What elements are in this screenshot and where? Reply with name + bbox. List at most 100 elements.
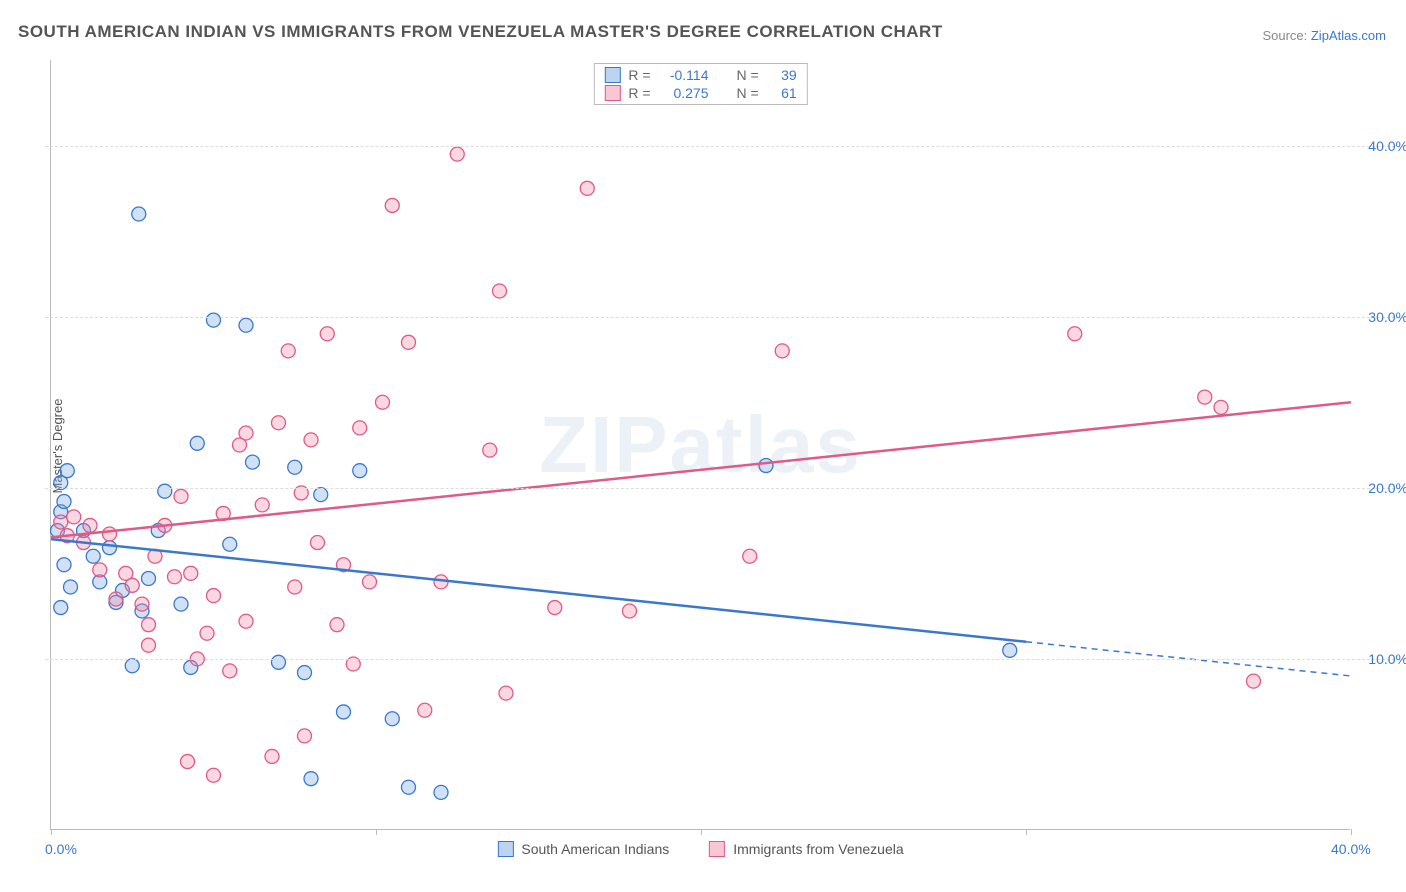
data-point	[57, 558, 71, 572]
legend-swatch	[497, 841, 513, 857]
gridline	[45, 317, 1406, 318]
x-axis-min-label: 0.0%	[45, 841, 77, 857]
data-point	[314, 488, 328, 502]
n-value: 61	[767, 85, 797, 101]
gridline	[45, 146, 1406, 147]
data-point	[239, 614, 253, 628]
data-point	[239, 426, 253, 440]
data-point	[363, 575, 377, 589]
chart-container: SOUTH AMERICAN INDIAN VS IMMIGRANTS FROM…	[0, 0, 1406, 892]
data-point	[174, 489, 188, 503]
x-tick	[1026, 829, 1027, 835]
data-point	[548, 601, 562, 615]
data-point	[330, 618, 344, 632]
gridline	[45, 659, 1406, 660]
data-point	[272, 416, 286, 430]
data-point	[54, 601, 68, 615]
source-link[interactable]: ZipAtlas.com	[1311, 28, 1386, 43]
n-label: N =	[737, 85, 759, 101]
data-point	[103, 541, 117, 555]
bottom-legend: South American Indians Immigrants from Ve…	[497, 841, 903, 857]
legend-item: Immigrants from Venezuela	[709, 841, 903, 857]
data-point	[181, 755, 195, 769]
data-point	[1198, 390, 1212, 404]
data-point	[376, 395, 390, 409]
data-point	[1214, 400, 1228, 414]
data-point	[450, 147, 464, 161]
plot-area: ZIPatlas R =-0.114N =39R =0.275N =61 Sou…	[50, 60, 1350, 830]
source-prefix: Source:	[1262, 28, 1310, 43]
stats-row: R =0.275N =61	[594, 84, 806, 102]
r-label: R =	[628, 85, 650, 101]
plot-svg	[51, 60, 1350, 829]
data-point	[304, 772, 318, 786]
data-point	[353, 421, 367, 435]
data-point	[67, 510, 81, 524]
data-point	[168, 570, 182, 584]
data-point	[288, 580, 302, 594]
y-tick-label: 10.0%	[1368, 651, 1406, 667]
x-tick	[1351, 829, 1352, 835]
legend-label: Immigrants from Venezuela	[733, 841, 903, 857]
data-point	[434, 785, 448, 799]
data-point	[353, 464, 367, 478]
data-point	[320, 327, 334, 341]
r-value: -0.114	[659, 67, 709, 83]
data-point	[580, 181, 594, 195]
data-point	[83, 518, 97, 532]
legend-item: South American Indians	[497, 841, 669, 857]
data-point	[135, 597, 149, 611]
data-point	[402, 335, 416, 349]
x-axis-max-label: 40.0%	[1331, 841, 1371, 857]
data-point	[93, 563, 107, 577]
data-point	[223, 664, 237, 678]
data-point	[132, 207, 146, 221]
data-point	[54, 515, 68, 529]
data-point	[60, 464, 74, 478]
data-point	[255, 498, 269, 512]
data-point	[125, 578, 139, 592]
data-point	[298, 666, 312, 680]
data-point	[207, 768, 221, 782]
legend-swatch	[604, 85, 620, 101]
data-point	[142, 618, 156, 632]
n-value: 39	[767, 67, 797, 83]
data-point	[385, 712, 399, 726]
data-point	[184, 566, 198, 580]
data-point	[109, 592, 123, 606]
data-point	[281, 344, 295, 358]
data-point	[158, 484, 172, 498]
trend-line	[51, 539, 1026, 642]
data-point	[623, 604, 637, 618]
stats-row: R =-0.114N =39	[594, 66, 806, 84]
gridline	[45, 488, 1406, 489]
legend-swatch	[604, 67, 620, 83]
data-point	[743, 549, 757, 563]
data-point	[142, 571, 156, 585]
chart-title: SOUTH AMERICAN INDIAN VS IMMIGRANTS FROM…	[18, 22, 943, 42]
x-tick	[376, 829, 377, 835]
source-label: Source: ZipAtlas.com	[1262, 28, 1386, 43]
data-point	[493, 284, 507, 298]
trend-line	[51, 402, 1351, 537]
y-tick-label: 40.0%	[1368, 138, 1406, 154]
data-point	[125, 659, 139, 673]
x-tick	[701, 829, 702, 835]
data-point	[190, 436, 204, 450]
data-point	[483, 443, 497, 457]
data-point	[265, 749, 279, 763]
data-point	[103, 527, 117, 541]
data-point	[1247, 674, 1261, 688]
data-point	[239, 318, 253, 332]
r-label: R =	[628, 67, 650, 83]
data-point	[207, 589, 221, 603]
data-point	[272, 655, 286, 669]
data-point	[246, 455, 260, 469]
data-point	[1068, 327, 1082, 341]
data-point	[223, 537, 237, 551]
data-point	[775, 344, 789, 358]
data-point	[200, 626, 214, 640]
data-point	[288, 460, 302, 474]
data-point	[1003, 643, 1017, 657]
data-point	[759, 459, 773, 473]
